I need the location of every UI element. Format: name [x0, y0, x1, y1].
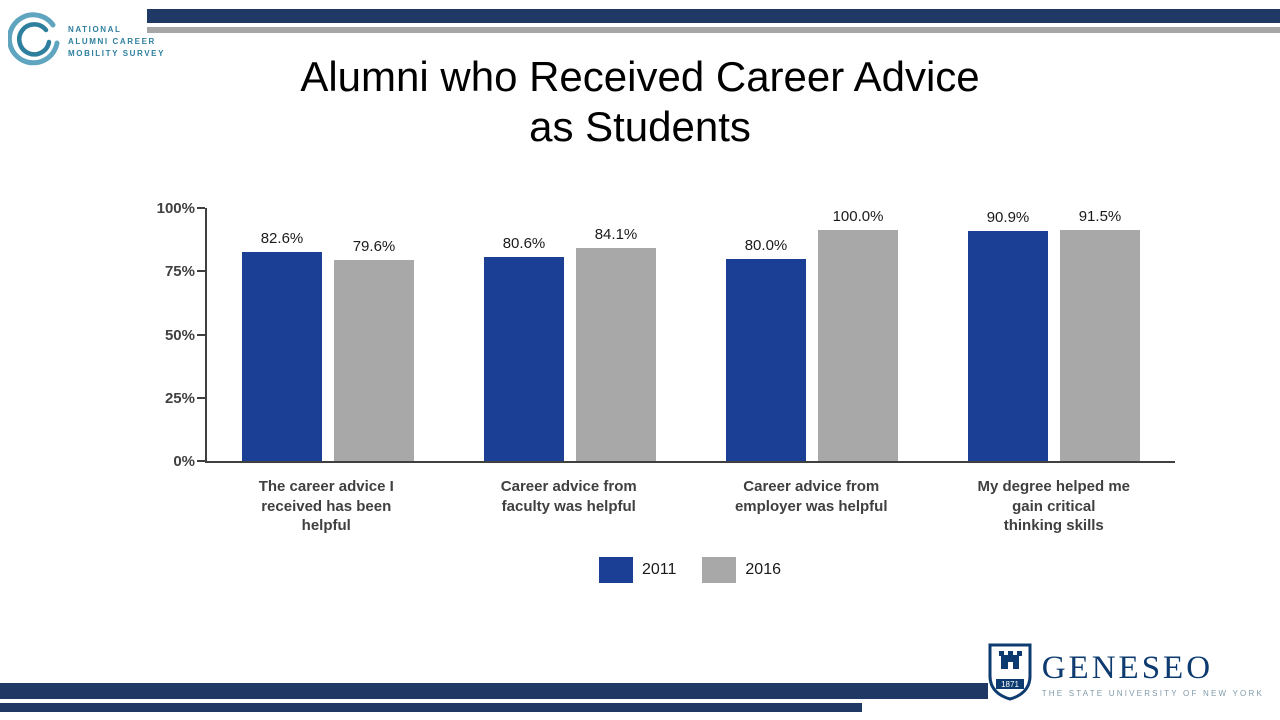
nacm-swirl-icon: [6, 12, 62, 71]
legend-swatch-2011: [599, 557, 633, 583]
geneseo-text: GENESEO THE STATE UNIVERSITY OF NEW YORK: [1042, 651, 1264, 698]
bottom-accent-bar-2: [0, 703, 862, 712]
y-tick-mark: [197, 396, 205, 399]
geneseo-wordmark: GENESEO: [1041, 650, 1214, 687]
bar-2016: [576, 248, 656, 461]
bar-with-label: 82.6%: [242, 208, 322, 461]
bar-value-label: 90.9%: [986, 209, 1030, 227]
bar-with-label: 90.9%: [968, 208, 1048, 461]
y-tick-label: 25%: [164, 389, 195, 407]
slide-title-line1: Alumni who Received Career Advice: [300, 53, 980, 100]
category-label: The career advice I received has been he…: [258, 478, 394, 534]
bar-value-label: 100.0%: [832, 208, 884, 225]
nacm-logo: NATIONAL ALUMNI CAREER MOBILITY SURVEY: [6, 12, 165, 71]
bar-2011: [484, 257, 564, 461]
legend-label-2016: 2016: [745, 561, 781, 578]
bar-2011: [242, 252, 322, 461]
bar-2016: [818, 230, 898, 461]
bottom-accent-bar-1: [0, 683, 988, 699]
nacm-logo-line2: ALUMNI CAREER: [68, 36, 156, 46]
nacm-logo-text: NATIONAL ALUMNI CAREER MOBILITY SURVEY: [68, 24, 165, 60]
category-label: Career advice from employer was helpful: [734, 478, 888, 515]
bar-2016: [1060, 230, 1140, 461]
bar-2011: [726, 258, 806, 461]
y-tick-mark: [197, 270, 205, 273]
bar-group: 80.6% 84.1%: [449, 208, 691, 461]
bar-value-label: 84.1%: [594, 226, 638, 244]
y-tick-label: 100%: [156, 200, 195, 217]
category-axis: The career advice I received has been he…: [205, 477, 1175, 536]
bar-value-label: 82.6%: [260, 230, 304, 248]
bar-with-label: 80.6%: [484, 208, 564, 461]
y-tick-label: 75%: [164, 263, 195, 281]
nacm-logo-line3: MOBILITY SURVEY: [68, 48, 166, 58]
top-accent-bar-gray: [147, 27, 1280, 33]
slide-title: Alumni who Received Career Advice as Stu…: [0, 52, 1280, 151]
bar-chart: 82.6% 79.6% 80.6% 84.1% 80.0% 100.0% 90.9% 91.5…: [157, 185, 1175, 615]
bar-value-label: 91.5%: [1078, 208, 1122, 225]
bar-with-label: 100.0%: [818, 208, 898, 461]
bar-groups: 82.6% 79.6% 80.6% 84.1% 80.0% 100.0% 90.9% 91.5…: [207, 208, 1175, 461]
bar-value-label: 79.6%: [352, 237, 396, 255]
bar-with-label: 91.5%: [1060, 208, 1140, 461]
y-tick-mark: [197, 333, 205, 336]
y-tick-mark: [197, 207, 205, 209]
plot-area: 82.6% 79.6% 80.6% 84.1% 80.0% 100.0% 90.9% 91.5…: [157, 200, 1175, 470]
y-tick-mark: [197, 460, 205, 462]
geneseo-logo: 1871 GENESEO THE STATE UNIVERSITY OF NEW…: [988, 643, 1264, 706]
legend-swatch-2016: [702, 557, 737, 583]
bar-with-label: 80.0%: [726, 208, 806, 461]
y-tick-label: 50%: [164, 326, 195, 344]
bar-with-label: 84.1%: [576, 208, 656, 461]
category-label: Career advice from faculty was helpful: [500, 478, 637, 515]
bar-group: 90.9% 91.5%: [933, 208, 1175, 461]
top-accent-bar-navy: [147, 9, 1280, 23]
bar-2016: [334, 259, 414, 461]
geneseo-shield-year: 1871: [1001, 680, 1019, 689]
bar-2011: [968, 231, 1048, 461]
category-label: My degree helped me gain critical thinki…: [977, 478, 1131, 534]
chart-legend: 2011 2016: [205, 557, 1175, 583]
legend-item-2011: 2011: [599, 557, 676, 583]
geneseo-tagline: THE STATE UNIVERSITY OF NEW YORK: [1041, 688, 1264, 698]
bar-value-label: 80.0%: [744, 236, 788, 254]
slide-title-line2: as Students: [529, 102, 751, 150]
bar-with-label: 79.6%: [334, 208, 414, 461]
bar-group: 80.0% 100.0%: [691, 208, 933, 461]
bar-group: 82.6% 79.6%: [207, 208, 449, 461]
bar-value-label: 80.6%: [502, 235, 546, 253]
geneseo-shield-icon: 1871: [988, 643, 1032, 706]
y-tick-label: 0%: [173, 453, 195, 470]
nacm-logo-line1: NATIONAL: [68, 24, 122, 34]
legend-item-2016: 2016: [702, 557, 781, 583]
legend-label-2011: 2011: [642, 561, 677, 578]
